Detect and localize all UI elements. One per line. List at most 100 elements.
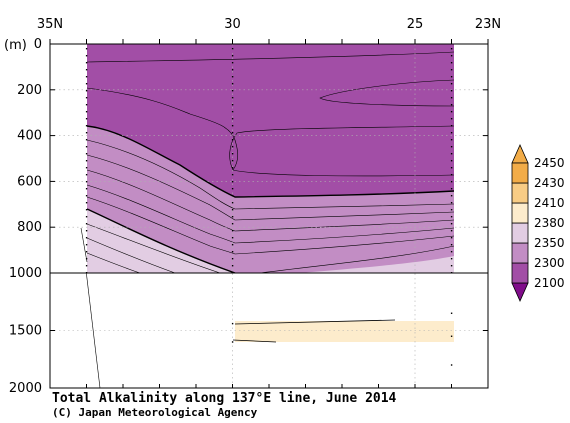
sample-point bbox=[231, 244, 234, 246]
sample-point bbox=[450, 265, 453, 267]
band-2380-region bbox=[87, 209, 235, 273]
sample-point bbox=[85, 153, 88, 155]
sample-point bbox=[450, 209, 453, 211]
contour-line-bold bbox=[86, 125, 455, 198]
sample-point bbox=[450, 55, 453, 57]
sample-point bbox=[231, 265, 234, 267]
sample-point bbox=[85, 195, 88, 197]
sample-point bbox=[450, 132, 453, 134]
contour-line bbox=[86, 51, 455, 63]
sample-point bbox=[85, 167, 88, 169]
sample-point bbox=[85, 111, 88, 113]
chart-title: Total Alkalinity along 137°E line, June … bbox=[52, 391, 397, 406]
sample-point bbox=[450, 230, 453, 232]
colorbar-label: 2410 bbox=[534, 196, 565, 210]
contour-line bbox=[86, 273, 101, 388]
sample-point bbox=[450, 83, 453, 85]
sample-point bbox=[450, 62, 453, 64]
x-tick-label: 35N bbox=[37, 17, 63, 32]
y-tick-label: 600 bbox=[17, 174, 42, 189]
contour-line bbox=[86, 154, 455, 221]
contour-line bbox=[86, 252, 141, 273]
sample-point bbox=[450, 167, 453, 169]
contour-line bbox=[86, 139, 455, 210]
sample-point bbox=[450, 216, 453, 218]
colorbar-tip-top bbox=[511, 144, 529, 164]
contour-lines bbox=[86, 51, 455, 273]
sample-point bbox=[231, 90, 234, 92]
contour-line bbox=[259, 245, 455, 273]
sample-point bbox=[85, 223, 88, 225]
sample-point bbox=[231, 83, 234, 85]
sample-point bbox=[85, 188, 88, 190]
sample-point bbox=[85, 132, 88, 134]
sample-point bbox=[231, 167, 234, 169]
colorbar-segment bbox=[511, 202, 529, 224]
colorbar-segment bbox=[511, 242, 529, 264]
x-tick-label: 25 bbox=[407, 17, 424, 32]
sample-point bbox=[231, 104, 234, 106]
sample-point bbox=[85, 202, 88, 204]
sample-point bbox=[450, 181, 453, 183]
contour-line bbox=[86, 223, 221, 273]
colorbar-segment bbox=[511, 162, 529, 184]
y-tick-label: 2000 bbox=[9, 381, 42, 396]
thick-contour-lines bbox=[86, 125, 455, 273]
y-axis-unit: (m) bbox=[4, 38, 27, 53]
sample-point bbox=[231, 153, 234, 155]
colorbar-label: 2450 bbox=[534, 156, 565, 170]
sample-point bbox=[231, 132, 234, 134]
colorbar-label: 2380 bbox=[534, 216, 565, 230]
band-2350-region bbox=[87, 126, 454, 273]
contour-line bbox=[86, 196, 455, 255]
colorbar-segment bbox=[511, 222, 529, 244]
contour-line bbox=[232, 339, 277, 343]
sample-point bbox=[231, 258, 234, 260]
colorbar-segment bbox=[511, 262, 529, 284]
sample-point bbox=[231, 48, 234, 50]
sample-point bbox=[85, 104, 88, 106]
sample-point bbox=[85, 55, 88, 57]
sample-point bbox=[85, 62, 88, 64]
sample-point bbox=[85, 209, 88, 211]
sample-point bbox=[231, 111, 234, 113]
sample-point bbox=[450, 139, 453, 141]
sample-point bbox=[85, 230, 88, 232]
sample-point bbox=[450, 48, 453, 50]
sample-point bbox=[231, 341, 234, 343]
sample-point bbox=[231, 237, 234, 239]
sample-point bbox=[231, 188, 234, 190]
sample-point bbox=[85, 139, 88, 141]
colorbar-label: 2430 bbox=[534, 176, 565, 190]
sample-point bbox=[85, 237, 88, 239]
sample-point bbox=[450, 160, 453, 162]
band-2410-region bbox=[235, 321, 454, 342]
sample-point bbox=[85, 251, 88, 253]
y-tick-label: 0 bbox=[34, 37, 42, 52]
sample-point bbox=[231, 118, 234, 120]
sample-point bbox=[450, 312, 453, 314]
contour-line bbox=[86, 87, 455, 177]
sample-point bbox=[231, 146, 234, 148]
upper-panel-fill bbox=[87, 44, 454, 273]
contour-line bbox=[319, 79, 455, 107]
axes: 35N 30 25 23N 200 400 600 800 1000 0 1500 2000 bbox=[9, 17, 501, 396]
sample-point bbox=[231, 55, 234, 57]
lower-panel-fill bbox=[86, 273, 454, 388]
sample-point bbox=[231, 181, 234, 183]
contour-line bbox=[86, 184, 455, 244]
colorbar: 2100 2300 2350 2380 2410 2430 2450 bbox=[511, 144, 565, 302]
sample-point bbox=[450, 258, 453, 260]
sample-point bbox=[450, 202, 453, 204]
x-tick-label: 30 bbox=[224, 17, 241, 32]
sample-point bbox=[450, 244, 453, 246]
sample-point bbox=[450, 146, 453, 148]
sample-point bbox=[231, 160, 234, 162]
sample-point bbox=[85, 258, 88, 260]
contour-line-bold bbox=[86, 208, 236, 273]
sample-point bbox=[450, 125, 453, 127]
sample-point bbox=[85, 118, 88, 120]
colorbar-label: 2100 bbox=[534, 276, 565, 290]
sample-point bbox=[85, 83, 88, 85]
